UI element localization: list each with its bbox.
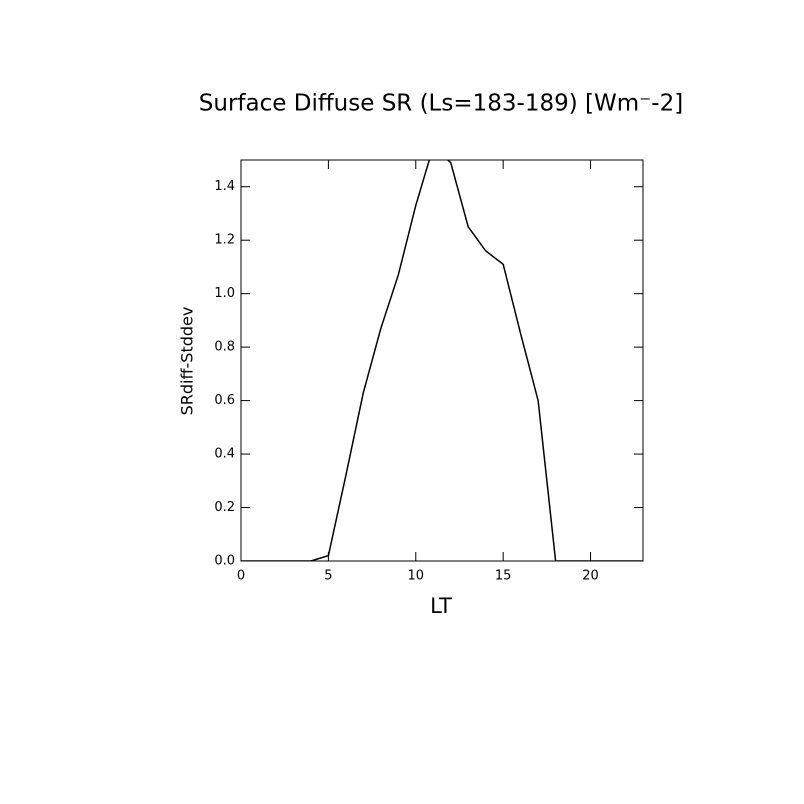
y-tick-label: 0.4: [214, 447, 235, 462]
plot-frame: [240, 159, 644, 562]
y-tick-label: 0.8: [214, 340, 235, 355]
x-axis-label: LT: [430, 594, 452, 618]
x-tick-label: 5: [324, 569, 332, 584]
x-tick-label: 0: [237, 569, 245, 584]
x-tick-label: 10: [408, 569, 425, 584]
y-tick-label: 0.0: [214, 554, 235, 569]
y-tick-label: 1.2: [214, 233, 235, 248]
y-tick-label: 1.0: [214, 286, 235, 301]
x-tick-label: 20: [582, 569, 599, 584]
y-tick-label: 1.4: [214, 179, 235, 194]
y-tick-label: 0.6: [214, 393, 235, 408]
y-axis-label: SRdiff-Stddev: [178, 307, 197, 416]
chart-title: Surface Diffuse SR (Ls=183-189) [Wm⁻-2]: [199, 91, 683, 117]
y-tick-label: 0.2: [214, 500, 235, 515]
x-tick-label: 15: [495, 569, 512, 584]
